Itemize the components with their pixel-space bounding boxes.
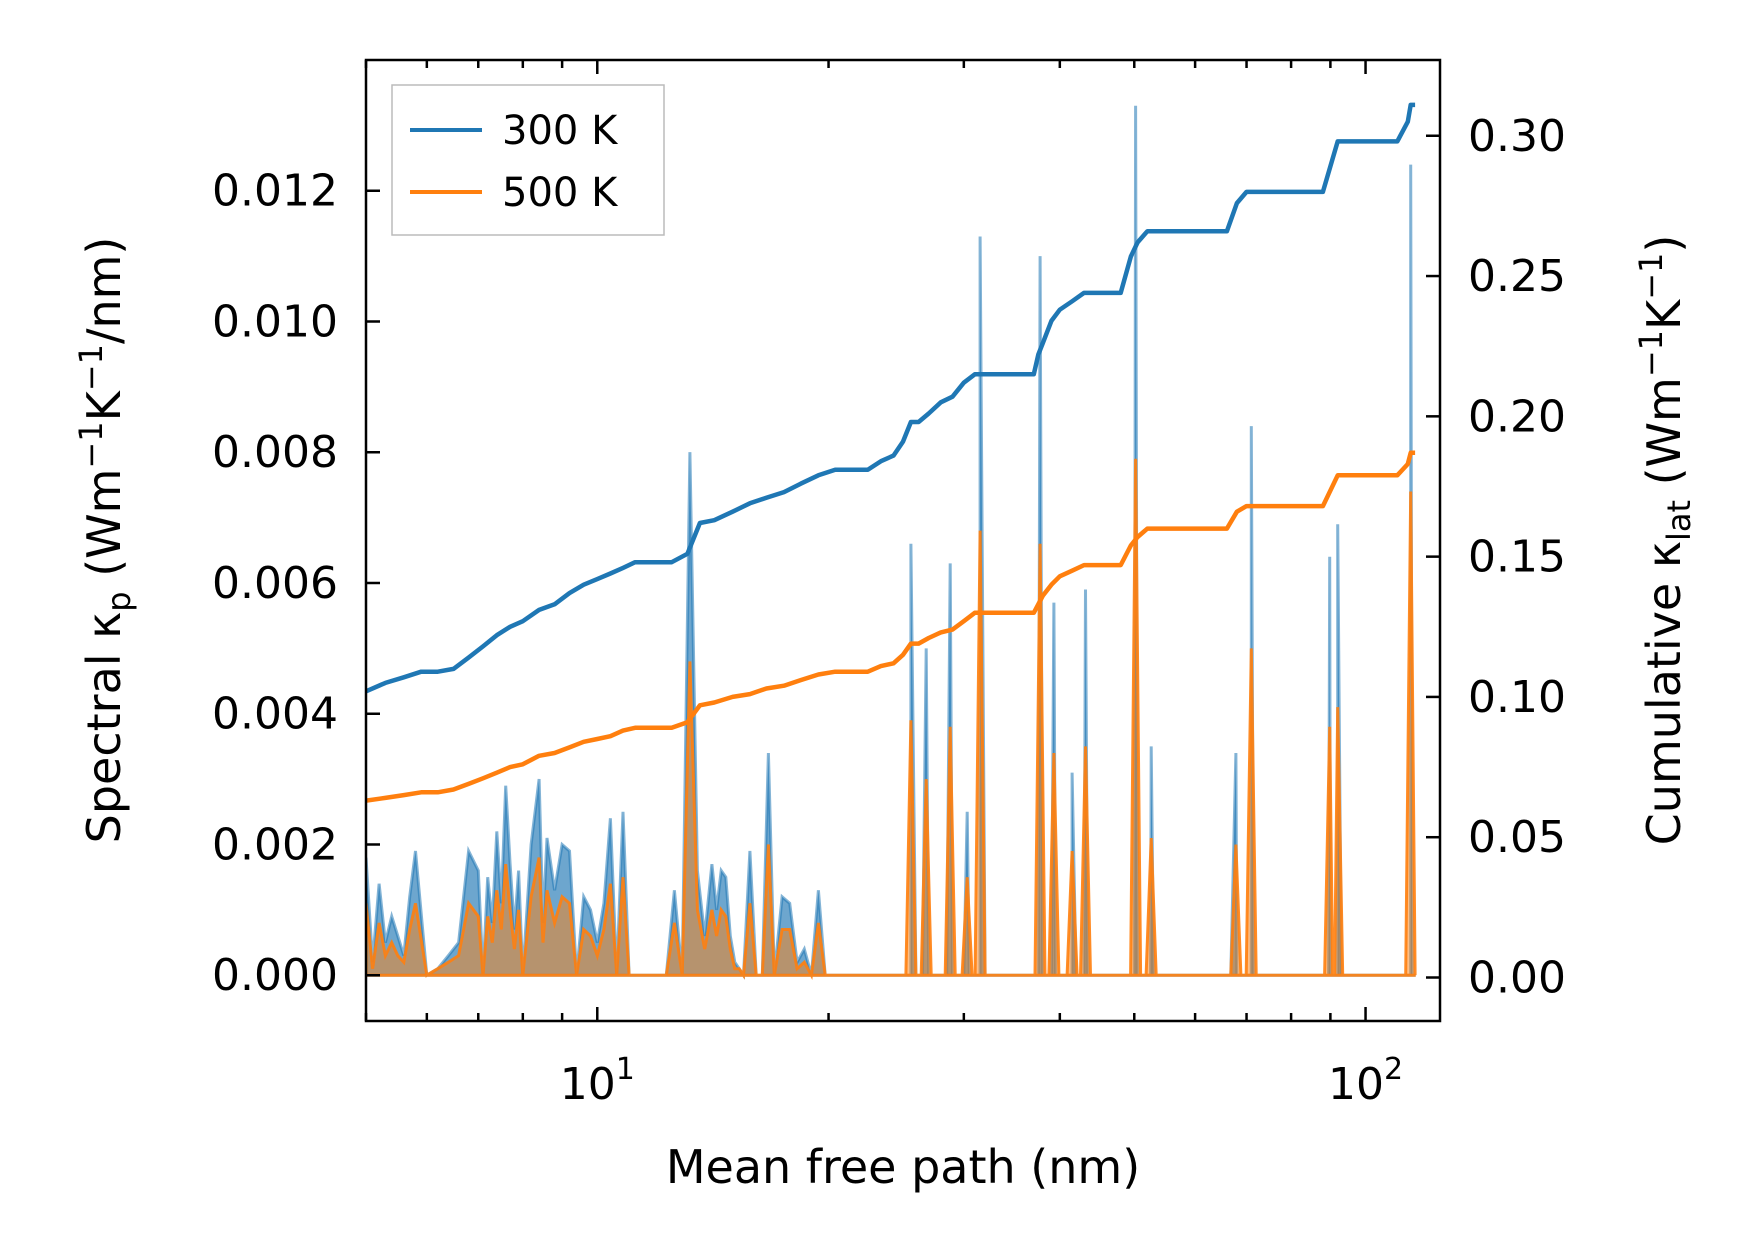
right-tick-label: 0.10 [1468, 672, 1566, 723]
x-axis-title: Mean free path (nm) [666, 1140, 1140, 1194]
left-tick-label: 0.008 [212, 427, 338, 478]
left-axis-title: Spectral κp (Wm−1K−1/nm) [72, 237, 138, 844]
legend: 300 K 500 K [391, 84, 665, 236]
right-axis-title: Cumulative κlat (Wm−1K−1) [1632, 235, 1698, 846]
cumulative-lines [366, 102, 1416, 803]
left-tick-label: 0.000 [212, 950, 338, 1001]
right-tick-label: 0.20 [1468, 391, 1566, 442]
left-tick-label: 0.002 [212, 819, 338, 870]
cumulative-line-300k [366, 102, 1416, 694]
x-tick-labels: 101 102 [560, 1052, 1403, 1110]
legend-box [391, 84, 665, 236]
left-tick-label: 0.010 [212, 296, 338, 347]
right-tick-label: 0.05 [1468, 812, 1566, 863]
spectral-area-500k [366, 458, 1417, 980]
left-tick-labels: 0.000 0.002 0.004 0.006 0.008 0.010 0.012 [212, 166, 338, 1001]
right-tick-labels: 0.00 0.05 0.10 0.15 0.20 0.25 0.30 [1468, 111, 1566, 1004]
x-tick-label: 101 [560, 1052, 635, 1110]
left-tick-label: 0.006 [212, 558, 338, 609]
right-tick-label: 0.30 [1468, 111, 1566, 162]
legend-label-300k: 300 K [502, 108, 619, 154]
left-tick-label: 0.004 [212, 689, 338, 740]
left-tick-label: 0.012 [212, 166, 338, 217]
spectral-area-300k [366, 105, 1416, 980]
legend-label-500k: 500 K [502, 170, 619, 216]
right-tick-label: 0.00 [1468, 953, 1566, 1004]
x-tick-label: 102 [1328, 1052, 1403, 1110]
cumulative-line-500k [366, 450, 1416, 803]
right-tick-label: 0.15 [1468, 532, 1566, 583]
spectral-fills [366, 105, 1417, 980]
plot-frame [364, 58, 1442, 1023]
right-tick-label: 0.25 [1468, 251, 1566, 302]
axis-ticks [364, 60, 1440, 1021]
